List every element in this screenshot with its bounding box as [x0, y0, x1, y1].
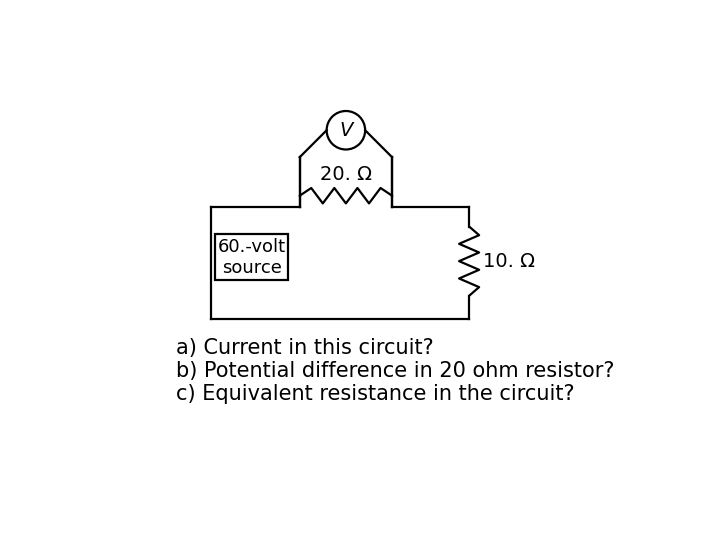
Text: a) Current in this circuit?: a) Current in this circuit? [176, 338, 434, 358]
Text: 20. Ω: 20. Ω [320, 165, 372, 185]
Text: c) Equivalent resistance in the circuit?: c) Equivalent resistance in the circuit? [176, 384, 575, 404]
Text: 10. Ω: 10. Ω [483, 252, 535, 271]
FancyBboxPatch shape [215, 234, 288, 280]
Text: 60.-volt
source: 60.-volt source [217, 238, 286, 276]
Text: V: V [339, 121, 353, 140]
Text: b) Potential difference in 20 ohm resistor?: b) Potential difference in 20 ohm resist… [176, 361, 615, 381]
